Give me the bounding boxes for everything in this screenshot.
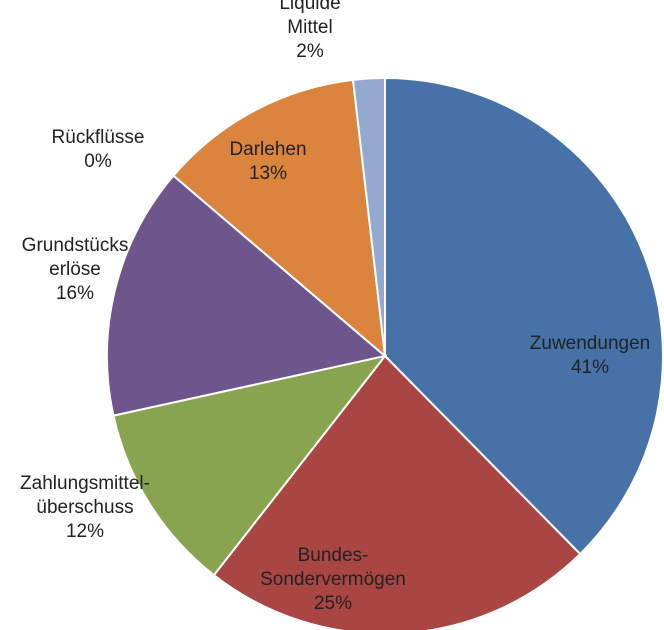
slice-value-label: 0% [84,151,112,172]
slice-label-line: Bundes- [298,545,369,566]
slice-label-line: Liquide [279,0,340,14]
pie-slice [106,174,388,417]
slice-value-label: 12% [66,521,104,542]
slice-label: Bundes- Sondervermögen 25% [260,545,406,614]
slice-value-label: 16% [56,283,94,304]
slice-label-line: überschuss [36,497,133,518]
slice-label: Rückflüsse 0% [52,127,145,172]
slice-label-line: Darlehen [229,139,306,160]
pie-slice [212,354,582,630]
slice-value-label: 2% [296,41,324,62]
slice-label-line: Zahlungsmittel- [20,473,150,494]
slice-label: Zuwendungen 41% [530,333,650,378]
pie-slice [172,78,387,359]
slice-label-line: Grundstücks [22,235,129,256]
slice-label-line: Zuwendungen [530,333,650,354]
slice-label-line: Sondervermögen [260,569,406,590]
slice-label-line: Mittel [287,17,332,38]
slice-label: Darlehen 13% [229,139,306,184]
slice-label: Zahlungsmittel-überschuss 12% [20,473,150,542]
slice-label-line: Rückflüsse [52,127,145,148]
slice-label: Grundstücks erlöse 16% [22,235,129,304]
slice-value-label: 13% [249,163,287,184]
slice-value-label: 25% [314,593,352,614]
slice-label-line: erlöse [49,259,101,280]
pie-slice [112,354,388,577]
slice-value-label: 41% [571,357,609,378]
slice-label: Liquide Mittel 2% [279,0,340,62]
pie-slice [351,76,386,357]
pie-slice [384,76,664,556]
